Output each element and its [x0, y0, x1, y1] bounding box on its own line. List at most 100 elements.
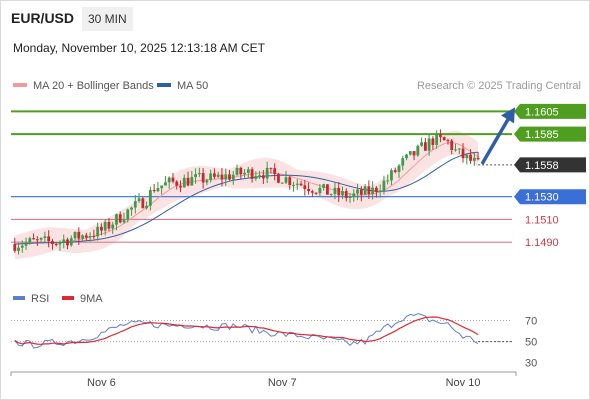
candle-body — [167, 177, 171, 183]
candle-body — [186, 177, 190, 186]
candle-body — [81, 235, 84, 239]
candle-body — [152, 189, 156, 192]
candle-body — [133, 201, 137, 208]
candle-body — [216, 174, 220, 177]
candle-body — [246, 169, 250, 173]
ma50-line — [14, 151, 479, 245]
candle-body — [273, 168, 277, 175]
x-tick-label: Nov 10 — [446, 377, 481, 389]
candle-body — [39, 237, 43, 240]
candle-body — [130, 207, 133, 210]
level-tag-1.1558 — [514, 157, 586, 173]
candle-body — [190, 177, 194, 186]
candle-body — [243, 172, 246, 175]
candle-body — [310, 191, 314, 193]
candle-body — [359, 189, 363, 195]
candle-body — [103, 221, 107, 231]
candle-body — [62, 239, 66, 243]
candle-body — [356, 189, 359, 194]
candle-body — [386, 180, 390, 182]
candle-body — [416, 145, 420, 156]
candle-body — [100, 226, 103, 231]
legend-ma50: MA 50 — [157, 80, 208, 92]
level-tag-1.1530 — [514, 189, 586, 205]
candle-body — [111, 224, 115, 229]
forecast-arrow-shaft — [480, 118, 510, 165]
candle-body — [28, 238, 32, 243]
candle-body — [288, 177, 292, 186]
candle-body — [145, 205, 149, 209]
legend-9ma: 9MA — [62, 293, 103, 305]
research-credit: Research © 2025 Trading Central — [416, 80, 581, 92]
candle-body — [303, 185, 307, 189]
rsi-9ma-line — [14, 316, 479, 345]
candle-body — [209, 173, 213, 181]
legend-swatch-9ma — [62, 296, 74, 301]
rsi-tick-30: 30 — [525, 358, 537, 370]
candle-body — [194, 174, 197, 178]
candle-body — [423, 142, 427, 151]
candle-body — [280, 182, 284, 184]
rsi-tick-50: 50 — [525, 337, 537, 349]
candle-body — [13, 244, 17, 251]
candle-body — [160, 185, 164, 189]
candle-body — [32, 238, 36, 240]
timeframe-badge[interactable]: 30 MIN — [82, 7, 133, 31]
candle-body — [156, 188, 160, 192]
candle-body — [250, 169, 254, 179]
candle-body — [258, 175, 262, 177]
level-label-1.1530: 1.1530 — [525, 192, 559, 204]
candle-body — [24, 242, 28, 246]
legend-label-ma20: MA 20 + Bollinger Bands — [33, 80, 154, 92]
candle-body — [292, 184, 295, 186]
candle-body — [115, 214, 118, 225]
candle-body — [348, 196, 352, 199]
level-label-1.1510: 1.1510 — [525, 214, 559, 226]
candle-body — [69, 238, 73, 246]
candle-body — [269, 167, 273, 169]
candle-body — [431, 138, 435, 145]
candle-body — [307, 188, 310, 192]
candle-body — [182, 177, 186, 188]
candle-body — [58, 242, 62, 245]
legend-label-ma50: MA 50 — [177, 80, 209, 92]
level-label-1.1585: 1.1585 — [525, 129, 559, 141]
candle-body — [220, 174, 224, 180]
candle-body — [341, 191, 344, 196]
candle-body — [265, 167, 269, 179]
ma20-line — [14, 141, 479, 245]
candle-body — [137, 198, 141, 202]
candle-body — [205, 180, 209, 183]
candle-body — [442, 137, 446, 141]
candle-body — [118, 214, 122, 223]
candle-body — [352, 193, 356, 197]
candle-body — [277, 174, 280, 183]
candle-body — [96, 226, 100, 237]
x-tick-label: Nov 6 — [87, 377, 116, 389]
candle-body — [126, 209, 130, 220]
forecast-arrow-head — [501, 107, 515, 124]
candle-body — [197, 173, 201, 175]
legend-label-rsi: RSI — [31, 293, 50, 305]
candle-body — [201, 173, 205, 183]
level-tag-1.1605 — [514, 103, 586, 119]
level-label-1.1605: 1.1605 — [525, 106, 559, 118]
candle-body — [54, 243, 58, 245]
legend-swatch-rsi — [13, 296, 25, 301]
x-tick-label: Nov 7 — [268, 377, 297, 389]
candle-body — [228, 174, 231, 180]
candle-body — [322, 184, 326, 188]
candle-body — [92, 235, 96, 237]
candle-body — [148, 189, 152, 206]
candle-body — [446, 140, 450, 142]
candle-body — [344, 191, 348, 199]
candle-body — [401, 158, 405, 166]
candle-body — [179, 185, 182, 188]
legend-ma20: MA 20 + Bollinger Bands — [13, 80, 154, 92]
candle-body — [73, 231, 77, 239]
candle-body — [405, 154, 408, 159]
candle-body — [231, 174, 235, 180]
candle-body — [164, 182, 167, 186]
candle-body — [420, 142, 423, 146]
